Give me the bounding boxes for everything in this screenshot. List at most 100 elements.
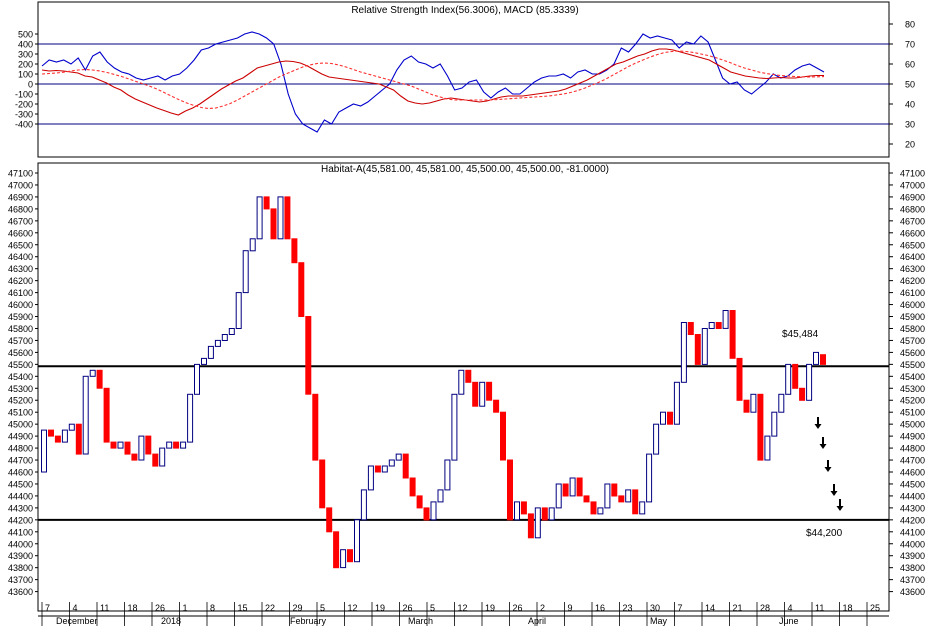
price-tick-label: 46800	[8, 204, 33, 214]
rsi-tick-label: 80	[905, 20, 915, 30]
candle-up	[194, 363, 200, 395]
candle-down	[402, 453, 409, 479]
x-day-label: 16	[595, 603, 605, 613]
x-day-label: 11	[100, 603, 109, 613]
candle-up	[708, 322, 715, 329]
candle-up	[479, 381, 486, 407]
x-day-label: 23	[623, 603, 633, 613]
price-tick-label-right: 44500	[900, 479, 925, 489]
price-tick-label-right: 43800	[900, 563, 925, 573]
macd-tick-label: 500	[18, 30, 33, 40]
x-day-label: 19	[375, 603, 385, 613]
price-tick-label-right: 45300	[900, 384, 925, 394]
down-arrow-icon	[836, 499, 844, 511]
price-tick-label: 46300	[8, 264, 33, 274]
candle-down	[736, 357, 743, 401]
candle-down	[54, 435, 61, 443]
price-tick-label: 44100	[8, 527, 33, 537]
rsi-tick-label: 20	[905, 140, 915, 150]
price-tick-label: 45300	[8, 384, 33, 394]
price-tick-label: 45400	[8, 372, 33, 382]
price-tick-label-right: 46500	[900, 240, 925, 250]
candle-up	[646, 453, 653, 503]
price-tick-label-right: 44700	[900, 456, 925, 466]
candle-up	[159, 447, 166, 467]
candle-down	[75, 423, 82, 455]
candle-up	[437, 489, 444, 503]
price-tick-label: 43900	[8, 551, 33, 561]
x-day-label: 4	[73, 603, 78, 613]
x-day-label: 18	[128, 603, 138, 613]
price-tick-label: 43600	[8, 587, 33, 597]
candle-up	[764, 435, 771, 461]
x-day-label: 9	[568, 603, 573, 613]
candle-down	[312, 393, 319, 461]
price-panel	[37, 162, 890, 612]
candle-up	[813, 351, 819, 365]
price-tick-label: 44900	[8, 432, 33, 442]
candle-down	[792, 363, 799, 389]
x-day-label: 2	[540, 603, 545, 613]
candle-down	[96, 369, 103, 389]
candle-down	[493, 399, 500, 413]
price-tick-label: 46600	[8, 228, 33, 238]
candle-up	[256, 196, 263, 240]
candle-down	[145, 435, 152, 455]
indicator-series	[41, 31, 825, 133]
candle-up	[207, 345, 214, 359]
price-tick-label-right: 44300	[900, 503, 925, 513]
candle-up	[381, 465, 388, 473]
candle-up	[673, 381, 680, 425]
candle-down	[576, 477, 583, 497]
price-tick-label: 45500	[8, 360, 33, 370]
candle-up	[430, 501, 437, 521]
price-tick-label-right: 43900	[900, 551, 925, 561]
macd-tick-label: -300	[15, 110, 33, 120]
candle-down	[416, 495, 423, 509]
candle-down	[562, 483, 569, 497]
candle-up	[395, 453, 402, 461]
x-month-label: 2018	[161, 616, 181, 626]
macd-line	[41, 48, 824, 116]
candle-down	[583, 495, 590, 503]
price-tick-label: 45100	[8, 408, 33, 418]
candle-up	[451, 393, 458, 461]
x-month-label: April	[528, 616, 546, 626]
x-day-label: 11	[815, 603, 824, 613]
x-axis-day-labels: 7 4 11 18 26 1 8 15 22 29 5 12 19 26 5 12 19 26 2 9 16 23 30 7 1…	[41, 602, 880, 626]
macd-tick-label: 300	[18, 50, 33, 60]
price-tick-label-right: 44800	[900, 444, 925, 454]
indicator-panel	[37, 1, 890, 158]
candle-down	[757, 393, 764, 461]
candle-up	[569, 477, 576, 497]
candle-up	[660, 411, 666, 425]
candle-up	[201, 357, 207, 365]
price-tick-label: 44300	[8, 503, 33, 513]
candle-up	[166, 441, 173, 449]
candle-up	[180, 441, 187, 449]
price-tick-label: 45600	[8, 348, 33, 358]
candle-down	[507, 459, 513, 521]
candle-down	[423, 507, 430, 521]
x-day-label: 5	[320, 603, 325, 613]
candle-up	[597, 507, 604, 515]
candle-up	[89, 369, 96, 377]
x-axis-month-labels: December 2018 February March April May June	[56, 616, 799, 626]
candle-down	[347, 549, 353, 563]
price-tick-label-right: 44200	[900, 515, 925, 525]
price-tick-label-right: 47100	[900, 169, 925, 179]
x-day-label: 21	[733, 603, 743, 613]
x-day-label: 8	[210, 603, 215, 613]
candle-down	[500, 411, 506, 461]
price-tick-label-right: 46600	[900, 228, 925, 238]
candle-down	[687, 322, 694, 335]
price-tick-label: 46900	[8, 192, 33, 202]
price-tick-label: 46200	[8, 276, 33, 286]
price-tick-label-right: 46300	[900, 264, 925, 274]
rsi-tick-label: 40	[905, 100, 915, 110]
candle-down	[110, 441, 117, 449]
candle-down	[326, 507, 333, 533]
macd-tick-label: 100	[18, 70, 33, 80]
candle-up	[680, 322, 687, 383]
candle-down	[173, 441, 180, 449]
